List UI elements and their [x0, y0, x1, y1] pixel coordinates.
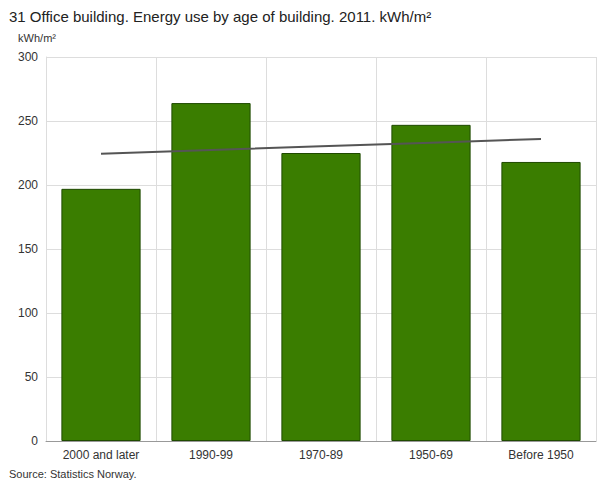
svg-text:31 Office building. Energy use: 31 Office building. Energy use by age of…: [9, 8, 431, 25]
svg-text:kWh/m²: kWh/m²: [18, 32, 56, 44]
svg-text:300: 300: [18, 50, 38, 64]
svg-text:1950-69: 1950-69: [409, 448, 453, 462]
svg-text:150: 150: [18, 242, 38, 256]
svg-text:2000 and later: 2000 and later: [63, 448, 140, 462]
svg-text:250: 250: [18, 114, 38, 128]
svg-text:0: 0: [31, 434, 38, 448]
svg-text:100: 100: [18, 306, 38, 320]
svg-text:1970-89: 1970-89: [299, 448, 343, 462]
svg-text:1990-99: 1990-99: [189, 448, 233, 462]
svg-text:50: 50: [25, 370, 39, 384]
svg-text:200: 200: [18, 178, 38, 192]
svg-text:Before 1950: Before 1950: [508, 448, 574, 462]
svg-text:Source: Statistics Norway.: Source: Statistics Norway.: [9, 468, 137, 480]
